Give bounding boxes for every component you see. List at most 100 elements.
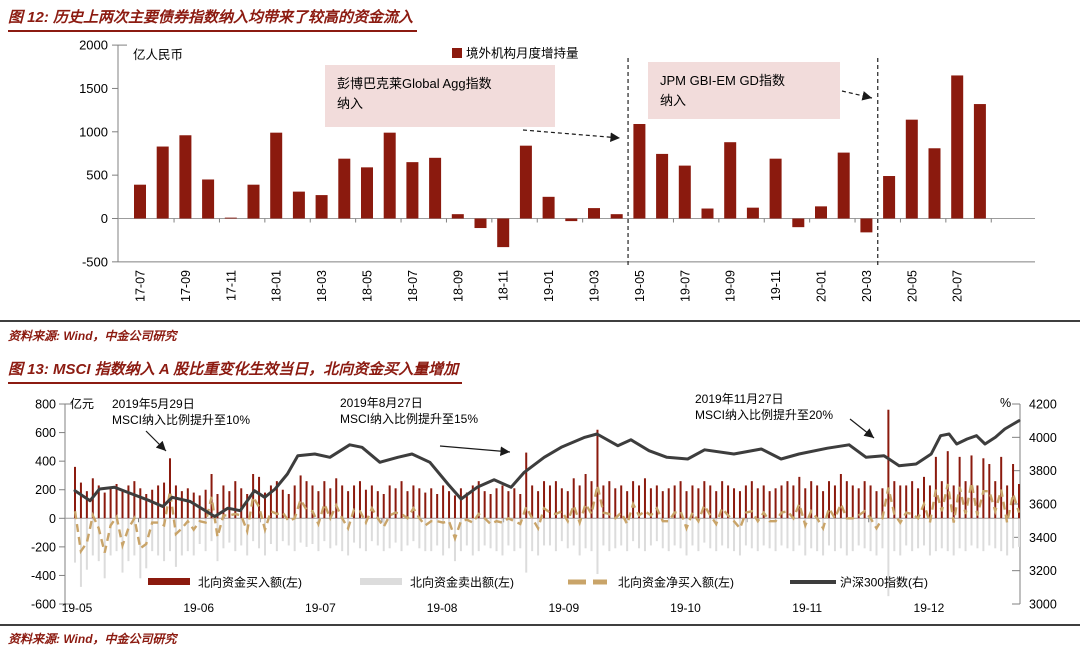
legend-label: 境外机构月度增持量 [466,46,579,61]
buy-bar [269,485,272,519]
buy-bar [982,458,985,519]
sell-bar [174,518,177,567]
buy-bar [228,491,231,519]
sell-bar [649,518,652,546]
sell-bar [590,518,593,552]
sell-bar [240,518,243,546]
buy-bar [430,488,433,519]
figure13-bottom-rule [0,624,1080,626]
y-axis: 2000 1500 1000 500 0 -500 [79,38,1035,269]
x-tick-label: 20-01 [815,270,829,302]
bar [383,132,396,219]
buy-bar [477,481,480,519]
sell-bar [489,518,492,549]
sell-bar [163,518,166,562]
annotation-text: JPM GBI-EM GD指数 [660,73,785,88]
bar [724,142,737,219]
sell-bar [673,518,676,546]
sell-bar [531,518,534,552]
sell-bar [715,518,718,552]
left-tick-label: 0 [49,512,56,526]
bar [656,153,669,219]
x-tick-label: 17-07 [134,270,148,302]
buy-bar [1018,484,1020,519]
buy-bar [917,488,920,519]
y-tick-label: 500 [86,168,108,183]
buy-bar [756,488,759,519]
sell-bar [353,518,356,543]
legend-swatch [593,579,607,585]
x-tick-label: 19-08 [427,601,458,615]
annotation-text: 2019年8月27日 [340,396,423,410]
buy-bar [733,488,736,519]
csi300-line [73,419,1021,518]
sell-bar [430,518,433,552]
buy-bar [186,488,189,519]
buy-bar [531,485,534,519]
buy-bar [923,476,926,519]
monthly-holding-bars [134,75,986,248]
y-tick-label: -500 [82,254,108,269]
buy-bar [738,491,741,519]
buy-bar [774,488,777,519]
sell-bar [721,518,724,546]
bar [588,208,600,219]
bar [565,218,578,222]
buy-bar [792,485,795,519]
sell-bar [347,518,350,556]
buy-bar [347,491,350,519]
left-tick-label: -400 [31,569,56,583]
bar [973,104,986,219]
buy-bar [97,485,100,519]
sell-bar [418,518,421,549]
legend-label: 北向资金卖出额(左) [410,575,514,590]
buy-bar [691,485,694,519]
x-tick-label: 20-05 [905,270,919,302]
buy-bar [275,481,278,519]
figure12-source: 资料来源: Wind，中金公司研究 [8,329,177,343]
sell-bar [703,518,706,543]
left-tick-label: -200 [31,540,56,554]
buy-bar [394,488,397,519]
buy-bar [816,485,819,519]
sell-bar [305,518,308,547]
buy-bar [709,485,712,519]
left-tick-label: 200 [35,483,56,497]
buy-bar [572,478,575,519]
y-tick-label: 1000 [79,124,108,139]
buy-bar [537,491,540,519]
sell-bar [893,518,896,552]
right-axis-unit: % [1000,396,1011,410]
buy-bar [590,481,593,519]
sell-bar [602,518,605,546]
x-tick-label: 19-01 [542,270,556,302]
buy-bar [495,488,498,519]
sell-bar [638,518,641,549]
buy-bar [489,494,492,519]
sell-bar [382,518,385,552]
buy-bar [133,481,136,519]
sell-bar [1006,518,1009,556]
figure13-chart: 800 600 400 200 0 -200 -400 -600 4200 4000 3800 360… [31,392,1057,615]
sell-bar [222,518,225,549]
annotation-text: 纳入 [337,96,363,111]
bar [633,123,646,219]
bar [837,152,850,219]
buy-bar [833,485,836,519]
buy-bar [103,492,106,519]
buy-bar [857,488,860,519]
buy-bar [424,492,427,519]
right-tick-label: 4000 [1029,431,1057,445]
sell-bar [1018,518,1020,547]
sell-bar [287,518,290,546]
sell-bar [578,518,581,556]
buy-bar [139,488,142,519]
sell-bar [994,518,997,549]
sell-bar [495,518,498,552]
buy-bar [940,481,943,519]
sell-bar [258,518,261,549]
buy-bar [382,494,385,519]
buy-bar [335,478,338,519]
event-dashed-lines [627,58,879,268]
bar [883,176,896,219]
